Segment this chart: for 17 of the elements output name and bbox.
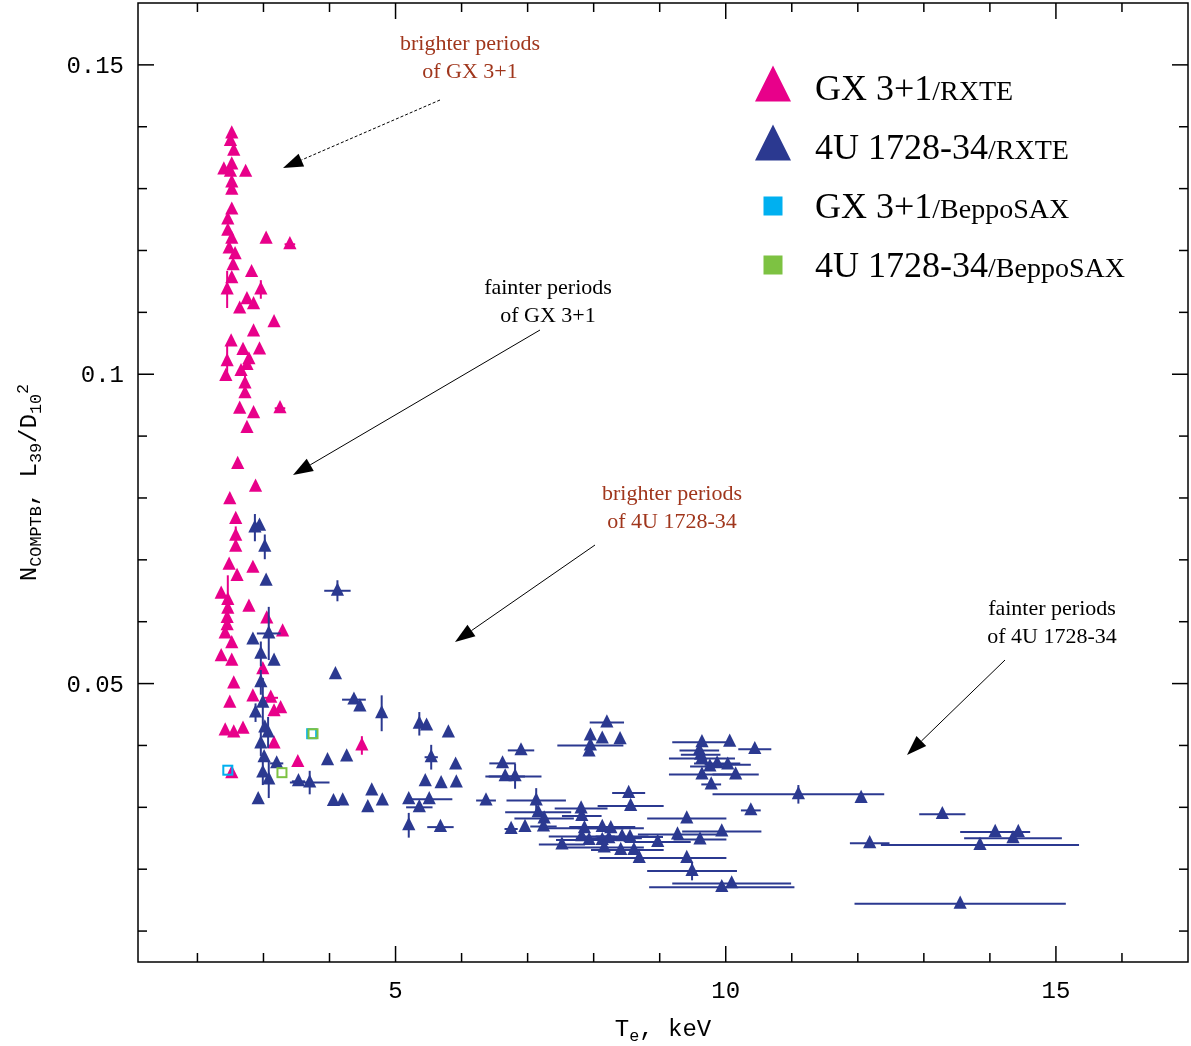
legend-label: 4U 1728-34/RXTE <box>815 127 1069 167</box>
x-axis-title: T$_{e}$, keV <box>614 1016 712 1046</box>
y-tick-label: 0.15 <box>66 52 124 80</box>
x-tick-label: 15 <box>1041 978 1071 1005</box>
point <box>276 767 288 779</box>
annotation: fainter periods of 4U 1728-34 <box>987 595 1117 648</box>
annotation: brighter periods of GX 3+1 <box>400 30 540 83</box>
legend-label: GX 3+1/RXTE <box>815 68 1014 108</box>
annotation: fainter periods of GX 3+1 <box>484 274 612 327</box>
point <box>222 764 234 776</box>
legend-label: GX 3+1/BeppoSAX <box>815 186 1070 226</box>
y-tick-label: 0.05 <box>66 671 124 699</box>
legend-label: 4U 1728-34/BeppoSAX <box>815 245 1125 285</box>
y-tick-label: 0.1 <box>80 362 124 390</box>
x-tick-label: 10 <box>711 978 741 1005</box>
annotation: brighter periods of 4U 1728-34 <box>602 480 742 533</box>
x-tick-label: 5 <box>388 978 403 1005</box>
